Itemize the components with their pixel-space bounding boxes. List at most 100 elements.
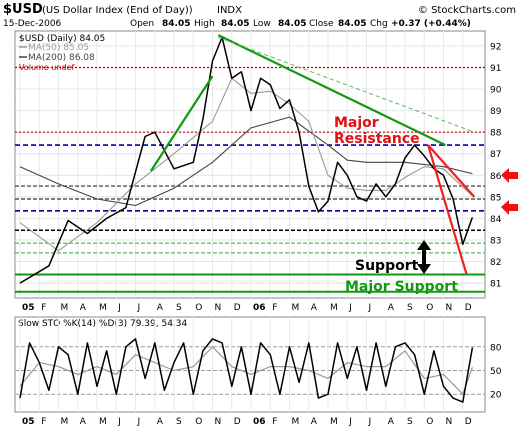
price-x-tick-label: O [195, 303, 202, 313]
price-tick-label: 87 [490, 150, 501, 160]
trend-line-green-dashed [218, 36, 475, 133]
price-x-ticks: 05 F M A M J J A S O N D 06 F M A M J J A S O N D [22, 303, 472, 313]
stochastic-x-tick-label: D [234, 417, 241, 427]
stochastic-x-tick-label: A [311, 417, 318, 427]
trend-line-green [217, 34, 446, 147]
exchange-label: INDX [217, 5, 242, 16]
open-value: 84.05 [162, 19, 190, 29]
stochastic-x-tick-label: S [176, 417, 182, 427]
stochastic-x-tick-label: A [157, 417, 164, 427]
price-tick-label: 83 [490, 236, 501, 246]
stochastic-x-tick-label: A [80, 417, 87, 427]
price-x-tick-label: J [368, 303, 372, 313]
series--usd [19, 36, 474, 284]
series-stochastic-k [19, 338, 474, 403]
stochastic-x-tick-label: M [99, 417, 107, 427]
price-x-tick-label: A [80, 303, 87, 313]
price-tick-label: 92 [490, 42, 501, 52]
stochastic-x-ticks: 05 F M A M J J A S O N D 06 F M A M J J A S O N D [22, 417, 472, 427]
stochastic-x-tick-label: J [368, 417, 372, 427]
series-stochastic-d [19, 346, 473, 395]
series-ma-200- [19, 116, 473, 207]
stochastic-x-tick-label: O [426, 417, 433, 427]
stochastic-x-tick-label: O [195, 417, 202, 427]
price-tick-label: 84 [490, 215, 502, 225]
horizontal-levels [15, 66, 485, 293]
stochastic-x-tick-label: N [215, 417, 222, 427]
price-tick-label: 86 [490, 172, 502, 182]
low-value: 84.05 [278, 19, 306, 29]
price-x-tick-label: M [61, 303, 69, 313]
level-arrow-icon [501, 200, 518, 215]
stochastic-panel-frame [14, 316, 486, 413]
close-label: Close [309, 19, 334, 29]
price-series [19, 36, 474, 284]
stochastic-x-tick-label: F [41, 417, 46, 427]
stochastic-x-tick-label: D [465, 417, 472, 427]
price-tick-label: 85 [490, 193, 501, 203]
chg-label: Chg [370, 19, 388, 29]
price-x-tick-label: S [176, 303, 182, 313]
price-x-tick-label: M [330, 303, 338, 313]
open-label: Open [130, 19, 154, 29]
stochastic-x-tick-label: F [272, 417, 277, 427]
price-tick-label: 89 [490, 107, 502, 117]
price-x-tick-label: 06 [253, 303, 266, 313]
price-x-tick-label: S [407, 303, 413, 313]
high-value: 84.05 [221, 19, 249, 29]
price-tick-label: 81 [490, 280, 501, 290]
price-x-tick-label: A [311, 303, 318, 313]
stochastic-x-tick-label: M [330, 417, 338, 427]
price-x-tick-label: M [292, 303, 300, 313]
price-panel-frame [14, 30, 486, 299]
price-tick-label: 82 [490, 258, 501, 268]
stochastic-x-tick-label: J [137, 417, 141, 427]
stochastic-x-tick-label: 05 [22, 417, 35, 427]
stochastic-label: Slow STO %K(14) %D(3) 79.39, 54.34 [18, 319, 188, 329]
symbol-title: $USD [3, 2, 43, 17]
support-label: Support [355, 258, 419, 274]
stochastic-panel: Slow STO %K(14) %D(3) 79.39, 54.34 20 50 8… [14, 316, 502, 427]
close-value: 84.05 [338, 19, 366, 29]
price-x-tick-label: J [348, 303, 352, 313]
date-label: 15-Dec-2006 [3, 19, 62, 29]
trend-line-green [149, 75, 214, 172]
major-resistance-label: Major Resistance [334, 115, 420, 147]
stochastic-x-tick-label: S [407, 417, 413, 427]
price-x-tick-label: J [117, 303, 121, 313]
stochastic-x-tick-label: J [348, 417, 352, 427]
price-tick-label: 91 [490, 64, 501, 74]
price-x-tick-label: J [137, 303, 141, 313]
legend-main: $USD (Daily) 84.05 [19, 34, 105, 44]
price-x-tick-label: A [157, 303, 164, 313]
stochastic-axis-ticks: 20 50 80 [490, 343, 502, 400]
stochastic-x-tick-label: 06 [253, 417, 266, 427]
stochastic-series [19, 338, 474, 403]
price-x-tick-label: M [99, 303, 107, 313]
source-credit: © StockCharts.com [418, 5, 516, 16]
price-x-tick-label: F [272, 303, 277, 313]
price-x-tick-label: 05 [22, 303, 35, 313]
stochastic-x-tick-label: J [117, 417, 121, 427]
price-x-tick-label: F [41, 303, 46, 313]
legend-volume: Volume undef [19, 63, 74, 72]
series-ma-50- [19, 77, 473, 252]
price-tick-label: 88 [490, 129, 502, 139]
stochastic-tick-label: 20 [490, 391, 502, 401]
stochastic-x-tick-label: M [61, 417, 69, 427]
high-label: High [194, 19, 215, 29]
trend-line-red [427, 144, 468, 275]
stochastic-tick-label: 50 [490, 367, 502, 377]
price-x-tick-label: D [234, 303, 241, 313]
legend-ma50: MA(50) 85.05 [28, 43, 89, 53]
support-range-arrow [417, 240, 431, 274]
price-x-tick-label: N [215, 303, 222, 313]
trend-line-red [427, 144, 476, 198]
price-x-tick-label: N [446, 303, 453, 313]
chg-value: +0.37 (+0.44%) [391, 19, 471, 29]
stochastic-x-tick-label: A [388, 417, 395, 427]
trend-lines [149, 34, 476, 275]
price-axis-ticks: 81 82 83 84 85 86 87 88 89 90 91 92 [490, 42, 502, 289]
price-tick-label: 90 [490, 86, 502, 96]
